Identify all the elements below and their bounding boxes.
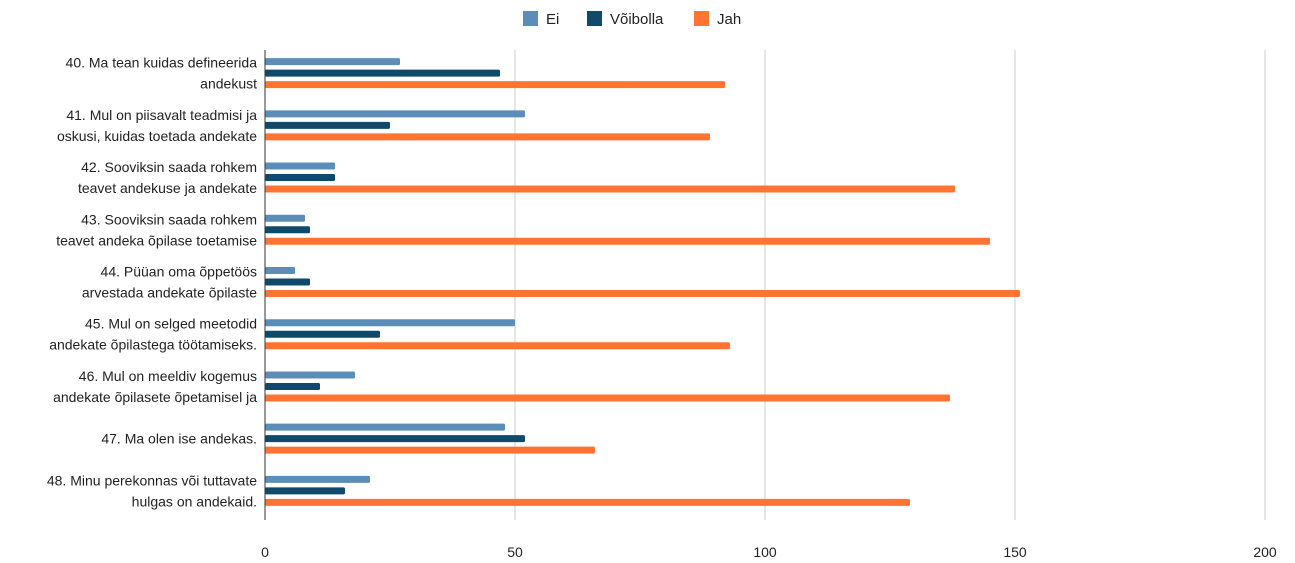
category-labels: 40. Ma tean kuidas defineerida andekust 41… bbox=[47, 55, 257, 510]
bar-ei-cat-2 bbox=[265, 110, 525, 118]
legend-swatch-voibolla bbox=[587, 11, 602, 26]
category-label-line: andekate õpilasete õpetamisel ja bbox=[53, 389, 257, 405]
category-label-line: 43. Sooviksin saada rohkem bbox=[81, 211, 257, 227]
category-label-line: teavet andekuse ja andekate bbox=[78, 180, 257, 196]
category-label: 48. Minu perekonnas või tuttavate hulgas … bbox=[47, 472, 257, 509]
bar-jah-cat-8 bbox=[265, 446, 595, 454]
bar-jah-cat-4 bbox=[265, 237, 990, 245]
category-label-line: andekust bbox=[200, 76, 257, 92]
category-label-line: oskusi, kuidas toetada andekate bbox=[57, 128, 257, 144]
category-label-line: 41. Mul on piisavalt teadmisi ja bbox=[66, 107, 257, 123]
legend-swatch-ei bbox=[523, 11, 538, 26]
bar-ei-cat-3 bbox=[265, 162, 335, 170]
legend-label-ei: Ei bbox=[546, 11, 559, 28]
category-label: 43. Sooviksin saada rohkem teavet andeka … bbox=[56, 211, 257, 248]
bar-voibolla-cat-5 bbox=[265, 278, 310, 286]
category-label: 40. Ma tean kuidas defineerida andekust bbox=[66, 55, 258, 92]
category-label: 42. Sooviksin saada rohkem teavet andekus… bbox=[78, 159, 257, 196]
bar-jah-cat-7 bbox=[265, 394, 950, 402]
category-label: 41. Mul on piisavalt teadmisi ja oskusi, … bbox=[57, 107, 257, 144]
x-tick-label: 150 bbox=[1003, 544, 1027, 560]
category-label-line: 40. Ma tean kuidas defineerida bbox=[66, 55, 258, 71]
x-axis-ticks: 0 50 100 150 200 bbox=[261, 544, 1277, 560]
x-tick-label: 200 bbox=[1253, 544, 1277, 560]
bar-voibolla-cat-1 bbox=[265, 69, 500, 77]
bar-voibolla-cat-7 bbox=[265, 382, 320, 390]
bar-voibolla-cat-4 bbox=[265, 226, 310, 234]
bar-ei-cat-8 bbox=[265, 423, 505, 431]
bar-voibolla-cat-2 bbox=[265, 121, 390, 129]
gridlines bbox=[514, 50, 1266, 520]
bar-jah-cat-2 bbox=[265, 133, 710, 141]
bar-ei-cat-1 bbox=[265, 58, 400, 66]
category-label-line: 46. Mul on meeldiv kogemus bbox=[79, 368, 257, 384]
category-label-line: 47. Ma olen ise andekas. bbox=[101, 431, 257, 447]
bar-voibolla-cat-3 bbox=[265, 174, 335, 182]
bar-ei-cat-5 bbox=[265, 267, 295, 274]
bar-jah-cat-6 bbox=[265, 342, 730, 350]
bar-jah-cat-1 bbox=[265, 81, 725, 89]
legend-swatch-jah bbox=[694, 11, 709, 26]
legend-label-jah: Jah bbox=[717, 11, 741, 28]
bars bbox=[265, 58, 1020, 506]
category-label: 44. Püüan oma õppetöös arvestada andekate… bbox=[82, 264, 257, 301]
category-label: 47. Ma olen ise andekas. bbox=[101, 431, 257, 447]
bar-voibolla-cat-8 bbox=[265, 435, 525, 443]
bar-jah-cat-3 bbox=[265, 185, 955, 193]
category-label-line: arvestada andekate õpilaste bbox=[82, 285, 257, 301]
legend-label-voibolla: Võibolla bbox=[610, 11, 664, 28]
x-tick-label: 100 bbox=[753, 544, 777, 560]
bar-ei-cat-6 bbox=[265, 319, 515, 327]
bar-ei-cat-4 bbox=[265, 214, 305, 222]
category-label-line: 45. Mul on selged meetodid bbox=[85, 316, 257, 332]
bar-voibolla-cat-9 bbox=[265, 487, 345, 495]
bar-ei-cat-7 bbox=[265, 371, 355, 379]
x-tick-label: 0 bbox=[261, 544, 269, 560]
category-label-line: hulgas on andekaid. bbox=[132, 493, 257, 509]
category-label-line: teavet andeka õpilase toetamise bbox=[56, 232, 257, 248]
category-label: 45. Mul on selged meetodid andekate õpila… bbox=[49, 316, 257, 353]
category-label-line: 48. Minu perekonnas või tuttavate bbox=[47, 472, 257, 488]
category-label-line: 44. Püüan oma õppetöös bbox=[101, 264, 257, 280]
bar-voibolla-cat-6 bbox=[265, 330, 380, 338]
bar-jah-cat-5 bbox=[265, 290, 1020, 297]
x-tick-label: 50 bbox=[507, 544, 523, 560]
category-label-line: andekate õpilastega töötamiseks. bbox=[49, 337, 257, 353]
bar-ei-cat-9 bbox=[265, 475, 370, 483]
legend: Ei Võibolla Jah bbox=[523, 11, 741, 28]
bar-jah-cat-9 bbox=[265, 498, 910, 506]
category-label: 46. Mul on meeldiv kogemus andekate õpila… bbox=[53, 368, 257, 405]
category-label-line: 42. Sooviksin saada rohkem bbox=[81, 159, 257, 175]
